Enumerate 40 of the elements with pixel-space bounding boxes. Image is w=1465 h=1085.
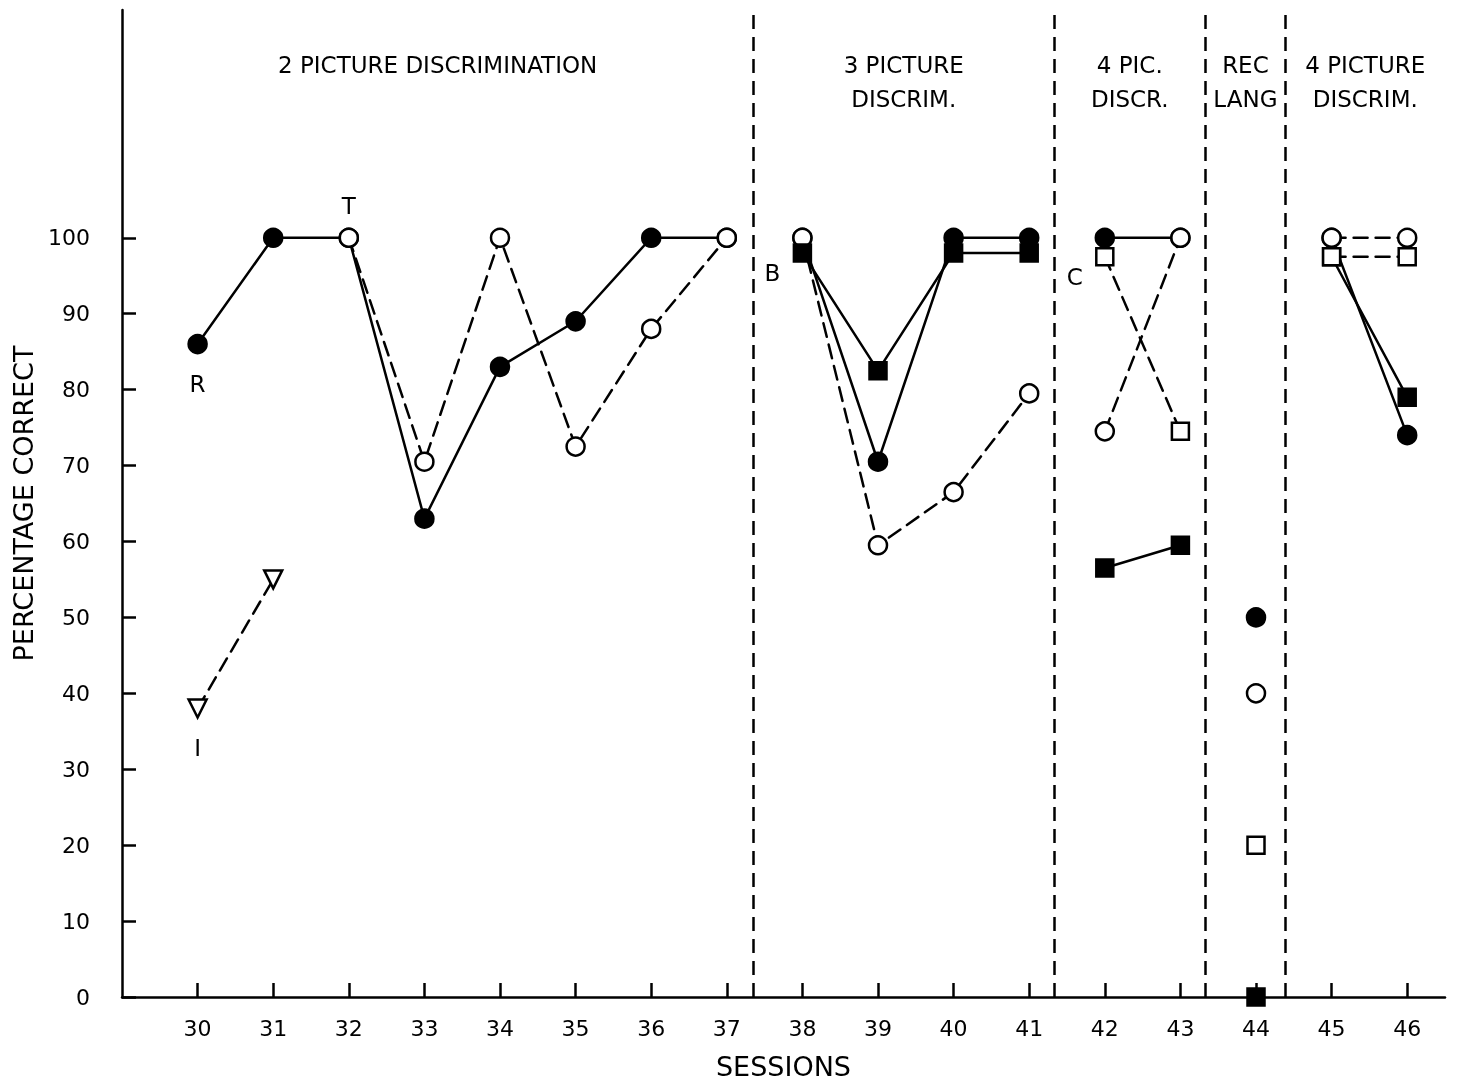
x-tick-label: 39 <box>864 1015 892 1041</box>
x-tick-label: 36 <box>637 1015 666 1041</box>
annotation: T <box>340 192 357 219</box>
x-tick-label: 30 <box>183 1015 212 1041</box>
x-tick-label: 41 <box>1015 1015 1044 1041</box>
x-tick-label: 37 <box>712 1015 741 1041</box>
x-tick-label: 35 <box>561 1015 590 1041</box>
annotation: R <box>189 371 206 398</box>
y-tick-label: 90 <box>62 301 90 327</box>
x-tick-label: 42 <box>1090 1015 1119 1041</box>
y-tick-label: 30 <box>62 756 90 782</box>
y-tick-label: 10 <box>62 908 90 934</box>
y-axis-title: PERCENTAGE CORRECT <box>8 345 40 662</box>
x-tick-label: 31 <box>259 1015 288 1041</box>
y-tick-label: 60 <box>62 528 90 554</box>
y-tick-label: 40 <box>62 680 90 706</box>
y-tick-label: 20 <box>62 832 90 858</box>
annotation: I <box>194 735 201 762</box>
x-tick-label: 45 <box>1317 1015 1346 1041</box>
x-tick-label: 38 <box>788 1015 817 1041</box>
annotation: B <box>764 259 781 286</box>
x-tick-label: 44 <box>1242 1015 1270 1041</box>
x-tick-label: 34 <box>486 1015 514 1041</box>
annotation: REC LANG <box>1213 52 1278 112</box>
annotation: 2 PICTURE DISCRIMINATION <box>278 52 598 78</box>
x-tick-label: 43 <box>1166 1015 1195 1041</box>
y-tick-label: 0 <box>76 984 90 1010</box>
annotation: 4 PIC. DISCR. <box>1090 52 1169 112</box>
annotation: 3 PICTURE DISCRIM. <box>843 52 964 112</box>
y-tick-label: 100 <box>48 225 90 251</box>
y-tick-label: 80 <box>62 377 90 403</box>
x-tick-label: 32 <box>334 1015 363 1041</box>
x-tick-label: 46 <box>1393 1015 1422 1041</box>
annotation: C <box>1066 263 1083 290</box>
x-tick-label: 40 <box>939 1015 968 1041</box>
y-tick-label: 70 <box>62 453 90 479</box>
x-axis-title: SESSIONS <box>715 1051 852 1082</box>
x-tick-label: 33 <box>410 1015 439 1041</box>
annotation: 4 PICTURE DISCRIM. <box>1305 52 1426 112</box>
y-tick-label: 50 <box>62 604 90 630</box>
